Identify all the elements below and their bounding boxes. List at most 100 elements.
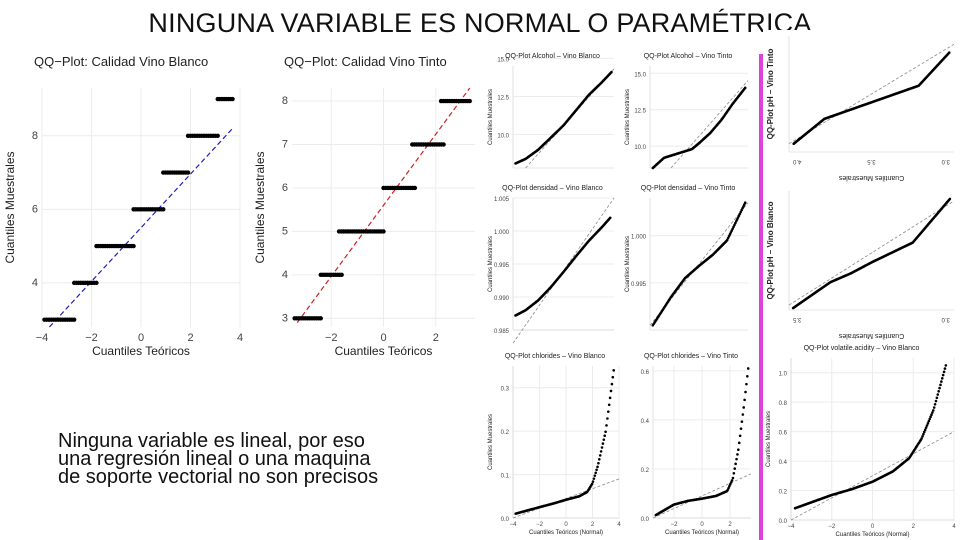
x-tick-label: 4 (952, 524, 956, 530)
data-point (736, 453, 739, 456)
qq-plot-calidad-blanco: QQ−Plot: Calidad Vino Blanco −4 −2 0 2 4 4 6 8 Cu… (0, 50, 250, 385)
data-point (934, 399, 938, 403)
reference-line (788, 43, 955, 145)
qq-plot-densidad-tinto: QQ-Plot densidad – Vino Tinto 0.995 1.000 C… (622, 180, 754, 350)
x-axis-label: Cuantiles Muestrales (838, 332, 904, 339)
data-point (597, 461, 600, 465)
data-point (608, 396, 612, 400)
data-point (598, 454, 602, 457)
reference-line (512, 197, 615, 344)
y-axis-label: Cuantiles Muestrales (625, 89, 631, 145)
y-tick-label: 0.6 (779, 431, 788, 437)
y-tick-label: 1.005 (494, 197, 510, 203)
y-tick-label: 0.4 (641, 419, 650, 425)
data-point (931, 409, 935, 412)
reference-line (790, 431, 955, 521)
plot-panel (650, 66, 748, 168)
data-point (603, 434, 607, 438)
y-tick-label: 0.995 (631, 282, 647, 288)
qq-plot-chlorides-blanco: QQ-Plot chlorides – Vino Blanco −4 −2 0 2 4 0.… (485, 348, 625, 538)
data-point (930, 413, 933, 416)
data-point (605, 424, 608, 427)
qq-plot-densidad-blanco: QQ-Plot densidad – Vino Blanco 0.985 0.990… (485, 180, 620, 350)
data-point (610, 70, 613, 74)
x-tick-label: −2 (536, 522, 544, 528)
x-tick-label: 4 (617, 522, 621, 528)
data-point (737, 441, 741, 445)
data-point (607, 403, 611, 407)
qq-plot-alcohol-blanco: QQ-Plot Alcohol – Vino Blanco 10.0 12.5 15.… (485, 48, 620, 188)
data-point (598, 457, 601, 461)
plot-panel (789, 191, 954, 310)
data-point (339, 272, 344, 278)
data-point (943, 367, 947, 370)
y-tick-label: 4 (32, 277, 38, 289)
data-point (607, 410, 610, 413)
y-tick-label: 12.5 (497, 95, 509, 101)
note-line: de soporte vectorial no son precisos (58, 466, 379, 488)
chart-title: QQ−Plot: Calidad Vino Tinto (284, 54, 447, 69)
data-point (735, 457, 738, 461)
x-axis-label: Cuantiles Teóricos (92, 344, 190, 358)
y-tick-label: 0.985 (494, 329, 510, 335)
data-point (602, 438, 606, 441)
data-point (730, 479, 734, 482)
plot-panel (513, 66, 614, 168)
x-tick-label: 2 (728, 522, 732, 528)
y-axis-label: Cuantiles Muestrales (3, 151, 17, 263)
data-point (318, 316, 323, 321)
y-tick-label: 0.0 (641, 517, 650, 523)
qq-plot-volatile-acidity-blanco: QQ-Plot volatile.acidity – Vino Blanco −4… (763, 340, 960, 540)
y-tick-label: 15.0 (497, 57, 509, 63)
y-tick-label: 0.2 (779, 490, 788, 496)
x-tick-label: −4 (36, 332, 49, 344)
data-point (936, 393, 940, 396)
data-point (610, 382, 614, 386)
data-point (738, 434, 742, 438)
y-tick-label: 0.0 (779, 519, 788, 525)
data-point (743, 86, 747, 90)
data-point (931, 411, 934, 414)
chart-title: QQ-Plot densidad – Vino Blanco (502, 185, 603, 192)
reference-line (670, 80, 749, 169)
data-point (737, 448, 740, 452)
x-tick-label: 3.5 (867, 158, 876, 164)
data-point (947, 51, 951, 54)
data-point (467, 98, 472, 104)
data-point (740, 420, 744, 423)
data-point (604, 430, 607, 434)
data-point (591, 480, 595, 483)
y-axis-label: Cuantiles Muestrales (488, 89, 494, 145)
data-point (922, 432, 925, 436)
chart-title: QQ-Plot chlorides – Vino Tinto (644, 353, 738, 360)
x-tick-label: 2 (433, 332, 439, 344)
x-tick-label: −2 (828, 524, 836, 530)
chart-title: QQ-Plot chlorides – Vino Blanco (505, 353, 605, 360)
data-point (925, 424, 929, 427)
data-point (215, 133, 220, 138)
chart-title: QQ-Plot volatile.acidity – Vino Blanco (804, 345, 920, 352)
x-tick-label: −2 (325, 332, 338, 344)
data-point (937, 390, 940, 393)
y-tick-label: 15.0 (634, 72, 646, 78)
plot-panel (650, 198, 748, 330)
y-tick-label: 3 (282, 312, 288, 324)
y-axis-label: QQ-Plot pH – Vino Tinto (766, 48, 775, 139)
data-point (599, 450, 603, 453)
y-tick-label: 0.990 (494, 296, 510, 302)
chart-title: QQ-Plot Alcohol – Vino Tinto (644, 53, 733, 60)
x-tick-label: 0 (871, 524, 875, 530)
data-point (948, 197, 952, 201)
data-point (731, 476, 735, 480)
data-point (412, 185, 418, 191)
y-tick-label: 0.4 (779, 460, 788, 466)
data-point (741, 413, 745, 416)
y-tick-label: 0.1 (501, 474, 510, 480)
y-axis-label: Cuantiles Muestrales (766, 411, 772, 467)
data-point (593, 474, 597, 477)
data-point (728, 483, 732, 486)
data-point (185, 170, 191, 175)
y-tick-label: 1.000 (631, 235, 647, 241)
data-point (929, 415, 932, 419)
reference-line (788, 200, 955, 306)
